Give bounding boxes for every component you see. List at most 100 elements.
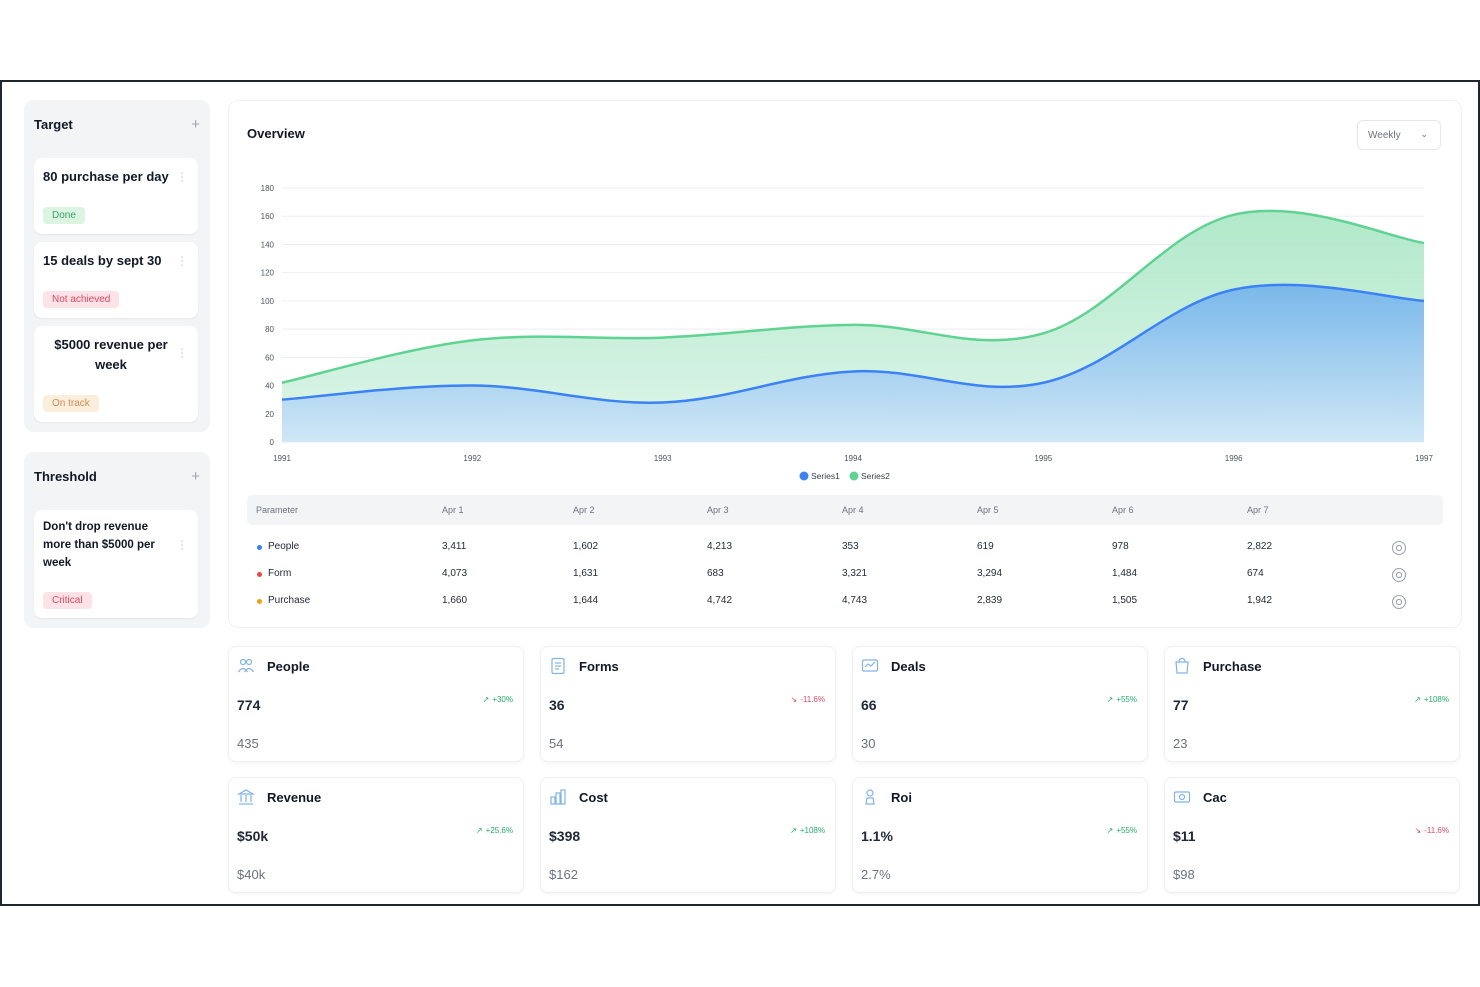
stat-title: Deals <box>891 659 926 674</box>
more-options-icon[interactable]: ⋮ <box>176 538 188 552</box>
stat-previous-value: $98 <box>1173 867 1195 882</box>
column-header: Apr 1 <box>442 505 464 515</box>
status-badge: Critical <box>43 592 92 609</box>
table-row: Form 4,073 1,631 683 3,321 3,294 1,484 6… <box>247 562 1443 586</box>
stat-previous-value: $40k <box>237 867 266 882</box>
column-header: Apr 5 <box>977 505 999 515</box>
series-color-dot <box>257 599 262 604</box>
threshold-card-title: Don't drop revenue more than $5000 per w… <box>43 521 155 569</box>
table-cell: 2,839 <box>977 595 1003 606</box>
more-options-icon[interactable]: ⋮ <box>176 170 188 184</box>
x-tick-label: 1996 <box>1225 454 1243 463</box>
target-card-title: 15 deals by sept 30 <box>43 253 162 268</box>
stat-title: Revenue <box>267 790 322 805</box>
table-row: People 3,411 1,602 4,213 353 619 978 2,8… <box>247 535 1443 559</box>
status-badge: Not achieved <box>43 291 120 308</box>
add-threshold-button[interactable]: + <box>191 467 200 485</box>
stat-card-revenue[interactable]: Revenue $50k ↗ +25.6% $40k <box>228 777 524 893</box>
x-tick-label: 1995 <box>1034 454 1052 463</box>
trend-down-icon: ↘ <box>1414 826 1422 835</box>
table-cell: 1,602 <box>573 541 599 552</box>
x-tick-label: 1994 <box>844 454 862 463</box>
more-options-icon[interactable]: ⋮ <box>176 346 188 360</box>
deals-icon <box>861 659 879 672</box>
purchase-icon <box>1175 657 1189 674</box>
trend-up-icon: ↗ <box>790 826 797 835</box>
table-cell: 978 <box>1112 541 1129 552</box>
table-header: Parameter Apr 1 Apr 2 Apr 3 Apr 4 Apr 5 … <box>247 495 1443 525</box>
stat-delta: ↘ -11.6% <box>790 695 825 704</box>
column-header: Apr 2 <box>573 505 595 515</box>
dashboard-frame: Target + 80 purchase per day ⋮ Done 15 d… <box>0 80 1480 906</box>
table-cell: 619 <box>977 541 994 552</box>
row-label: Form <box>268 568 292 579</box>
target-card[interactable]: $5000 revenue per week ⋮ On track <box>34 326 198 422</box>
status-badge: On track <box>43 395 99 412</box>
add-target-button[interactable]: + <box>191 115 200 133</box>
threshold-card[interactable]: Don't drop revenue more than $5000 per w… <box>34 510 198 618</box>
stat-card-people[interactable]: People 774 ↗ +30% 435 <box>228 646 524 762</box>
stat-title: Roi <box>891 790 912 805</box>
stat-delta: ↗ +108% <box>790 826 825 835</box>
series2-line <box>281 209 1425 384</box>
table-cell: 4,213 <box>707 541 733 552</box>
y-tick-label: 0 <box>270 438 275 447</box>
stat-card-cost[interactable]: Cost $398 ↗ +108% $162 <box>540 777 836 893</box>
trend-up-icon: ↗ <box>475 826 483 835</box>
table-cell: 1,942 <box>1247 595 1273 606</box>
stat-value: $11 <box>1173 828 1196 844</box>
stat-card-cac[interactable]: Cac $11 ↘ -11.6% $98 <box>1164 777 1460 893</box>
table-cell: 1,644 <box>573 595 599 606</box>
stat-value: $398 <box>549 828 581 844</box>
stat-value: 1.1% <box>861 828 893 844</box>
legend-marker-series1 <box>799 471 809 481</box>
eye-icon[interactable] <box>1391 594 1407 610</box>
table-cell: 1,505 <box>1112 595 1138 606</box>
row-label: People <box>268 541 300 552</box>
revenue-icon <box>237 789 255 805</box>
chevron-down-icon: ⌄ <box>1420 129 1428 139</box>
target-card-title: 80 purchase per day <box>43 169 169 184</box>
table-cell: 4,742 <box>707 595 733 606</box>
overview-title: Overview <box>247 126 305 141</box>
series-color-dot <box>257 545 262 550</box>
trend-up-icon: ↗ <box>1414 695 1421 704</box>
overview-card: 0 20 40 60 80 100 120 140 160 180 1991 1992 1993 1994… <box>228 100 1462 628</box>
series1-line <box>281 283 1425 404</box>
stat-previous-value: 23 <box>1173 736 1188 751</box>
stat-delta: ↗ +55% <box>1106 826 1137 835</box>
threshold-title: Threshold <box>34 468 97 484</box>
table-row: Purchase 1,660 1,644 4,742 4,743 2,839 1… <box>247 589 1443 613</box>
table-cell: 4,743 <box>842 595 868 606</box>
stat-title: People <box>267 659 310 674</box>
stat-value: 774 <box>237 697 261 713</box>
stat-previous-value: 435 <box>237 736 259 751</box>
stat-previous-value: 54 <box>549 736 564 751</box>
stat-previous-value: $162 <box>549 867 578 882</box>
table-cell: 1,631 <box>573 568 599 579</box>
y-tick-label: 40 <box>265 382 274 391</box>
stat-card-purchase[interactable]: Purchase 77 ↗ +108% 23 <box>1164 646 1460 762</box>
stat-card-forms[interactable]: Forms 36 ↘ -11.6% 54 <box>540 646 836 762</box>
trend-up-icon: ↗ <box>1106 826 1114 835</box>
cost-icon <box>550 789 566 805</box>
x-tick-label: 1993 <box>654 454 672 463</box>
stat-card-roi[interactable]: Roi 1.1% ↗ +55% 2.7% <box>852 777 1148 893</box>
y-tick-label: 100 <box>261 297 275 306</box>
eye-icon[interactable] <box>1391 567 1407 583</box>
period-select[interactable]: Weekly ⌄ <box>1357 120 1441 150</box>
stat-delta: ↘ -11.6% <box>1414 826 1449 835</box>
stat-delta: ↗ +25.6% <box>475 826 513 835</box>
trend-up-icon: ↗ <box>482 695 490 704</box>
stat-delta: ↗ +55% <box>1106 695 1137 704</box>
more-options-icon[interactable]: ⋮ <box>176 254 188 268</box>
target-card[interactable]: 15 deals by sept 30 ⋮ Not achieved <box>34 242 198 318</box>
target-title: Target <box>34 116 73 132</box>
eye-icon[interactable] <box>1391 540 1407 556</box>
column-header: Apr 7 <box>1247 505 1269 515</box>
overview-area-chart: 0 20 40 60 80 100 120 140 160 180 1991 1992 1993 1994… <box>261 184 1434 481</box>
cac-icon <box>1173 791 1191 803</box>
target-card[interactable]: 80 purchase per day ⋮ Done <box>34 158 198 234</box>
stat-card-deals[interactable]: Deals 66 ↗ +55% 30 <box>852 646 1148 762</box>
x-tick-label: 1991 <box>273 454 291 463</box>
